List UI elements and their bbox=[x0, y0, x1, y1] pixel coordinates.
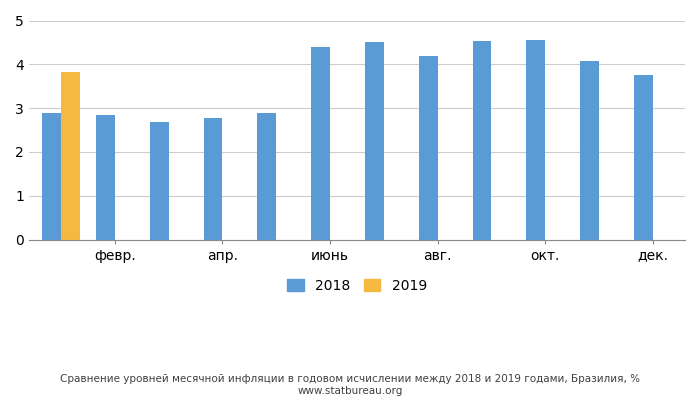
Bar bbox=[634, 75, 652, 240]
Text: Сравнение уровней месячной инфляции в годовом исчислении между 2018 и 2019 годам: Сравнение уровней месячной инфляции в го… bbox=[60, 374, 640, 396]
Bar bbox=[42, 113, 61, 240]
Bar bbox=[580, 61, 599, 240]
Bar bbox=[419, 56, 438, 240]
Bar bbox=[258, 113, 277, 240]
Bar bbox=[365, 42, 384, 240]
Bar bbox=[204, 118, 223, 240]
Bar bbox=[150, 122, 169, 240]
Bar bbox=[61, 72, 80, 240]
Legend: 2018, 2019: 2018, 2019 bbox=[281, 273, 433, 298]
Bar bbox=[526, 40, 545, 240]
Bar bbox=[311, 47, 330, 240]
Bar bbox=[473, 41, 491, 240]
Bar bbox=[96, 115, 115, 240]
